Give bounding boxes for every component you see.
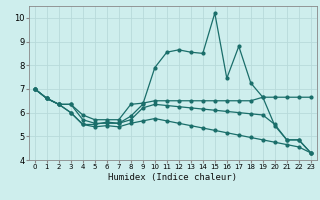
X-axis label: Humidex (Indice chaleur): Humidex (Indice chaleur) [108,173,237,182]
